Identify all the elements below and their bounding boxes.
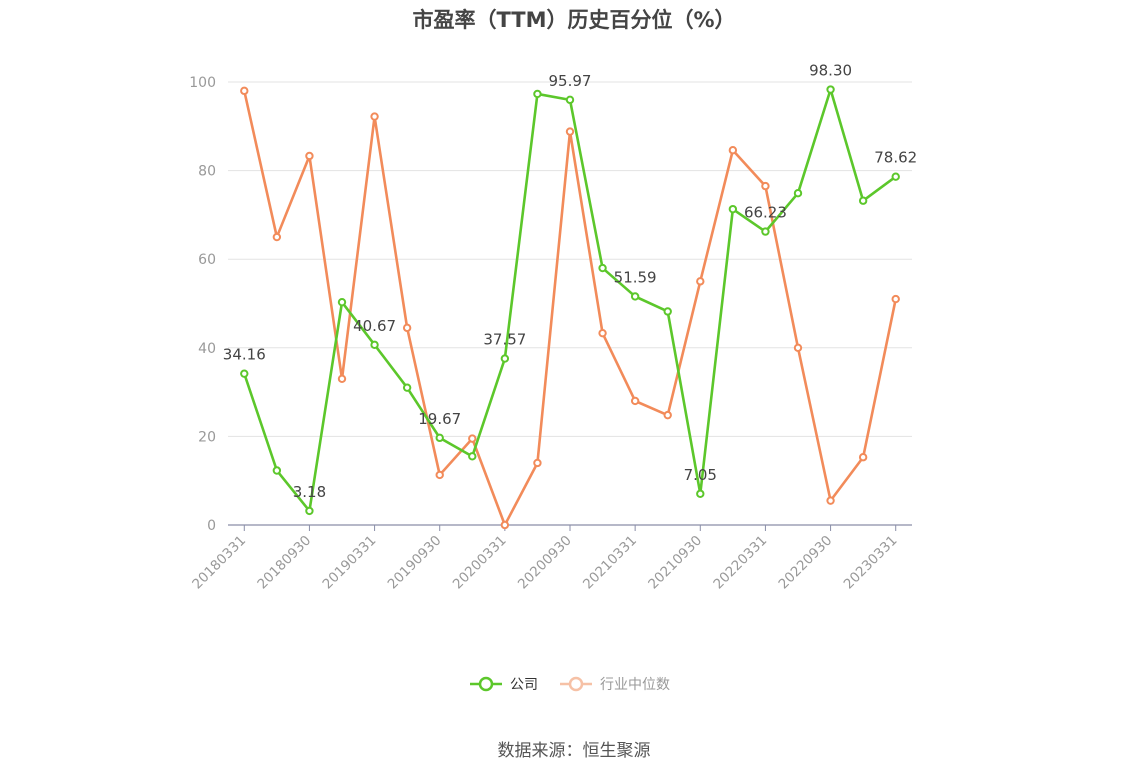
data-point-company: [728, 204, 738, 214]
x-tick-label: 20190331: [319, 533, 379, 593]
data-point-industry: [370, 112, 379, 121]
data-label: 78.62: [874, 149, 917, 167]
data-point-company: [402, 383, 412, 392]
y-tick-label: 0: [207, 518, 216, 534]
data-point-industry: [598, 328, 607, 338]
data-point-industry: [240, 86, 249, 96]
chart-legend: 公司 行业中位数: [470, 674, 692, 694]
legend-item-industry[interactable]: 行业中位数: [560, 674, 670, 694]
data-point-industry: [826, 496, 835, 505]
data-point-industry: [663, 410, 672, 420]
data-point-company: [305, 506, 314, 516]
x-tick-label: 20180930: [254, 533, 314, 593]
data-point-company: [240, 369, 249, 378]
y-tick-label: 60: [198, 252, 216, 268]
legend-item-company[interactable]: 公司: [470, 674, 538, 694]
x-tick-label: 20220930: [775, 533, 835, 593]
data-point-company: [696, 489, 705, 498]
data-point-company: [370, 340, 379, 350]
x-tick-label: 20180331: [189, 533, 249, 593]
data-point-company: [565, 95, 575, 105]
data-point-company: [500, 354, 510, 363]
data-point-company: [858, 196, 868, 205]
x-tick-label: 20220331: [710, 533, 770, 593]
data-point-industry: [630, 396, 640, 406]
data-point-industry: [500, 520, 510, 530]
y-tick-label: 80: [198, 164, 216, 180]
data-point-company: [663, 307, 672, 316]
data-point-company: [793, 188, 803, 198]
x-tick-label: 20210331: [580, 533, 640, 593]
data-point-company: [891, 172, 900, 181]
data-point-company: [761, 227, 770, 236]
data-label: 7.05: [684, 466, 717, 484]
data-point-company: [337, 297, 347, 307]
legend-label-company: 公司: [510, 677, 538, 693]
data-point-industry: [305, 151, 314, 161]
y-tick-label: 20: [198, 429, 216, 445]
data-point-industry: [891, 294, 900, 304]
data-label: 95.97: [549, 72, 592, 90]
x-tick-label: 20200331: [450, 533, 510, 593]
data-label: 3.18: [293, 483, 326, 501]
data-label: 51.59: [614, 268, 657, 286]
line-chart: 0 20 40 60 80 100 20180331 20180930 20190331 2019…: [189, 62, 917, 593]
data-label: 19.67: [418, 410, 461, 428]
data-point-company: [435, 433, 444, 443]
data-label: 98.30: [809, 62, 852, 80]
y-tick-label: 100: [189, 75, 216, 91]
line-marker-icon: [560, 676, 592, 692]
x-tick-label: 20200930: [515, 533, 575, 593]
x-tick-label: 20210930: [645, 533, 705, 593]
legend-label-industry: 行业中位数: [600, 677, 670, 693]
x-tick-label: 20230331: [841, 533, 901, 593]
data-point-industry: [761, 181, 770, 191]
data-label: 37.57: [483, 331, 526, 349]
data-point-industry: [858, 453, 868, 462]
data-label: 40.67: [353, 317, 396, 335]
data-label: 34.16: [223, 346, 266, 364]
data-point-industry: [533, 458, 542, 468]
data-label: 66.23: [744, 204, 787, 222]
data-point-industry: [402, 323, 412, 333]
data-point-industry: [565, 127, 575, 136]
y-tick-label: 40: [198, 341, 216, 357]
data-point-company: [468, 452, 477, 461]
data-point-company: [826, 85, 835, 94]
data-source: 数据来源：恒生聚源: [497, 741, 651, 761]
data-point-industry: [728, 146, 738, 155]
x-tick-label: 20190930: [385, 533, 445, 593]
data-point-company: [630, 292, 640, 301]
data-point-industry: [272, 232, 282, 242]
data-point-company: [598, 263, 607, 273]
data-point-industry: [793, 343, 803, 352]
data-point-industry: [468, 434, 477, 443]
data-point-company: [272, 466, 282, 475]
data-point-industry: [435, 470, 444, 480]
chart-title: 市盈率（TTM）历史百分位（%）: [412, 8, 736, 32]
data-point-industry: [337, 374, 347, 384]
line-marker-icon: [470, 676, 502, 692]
data-point-industry: [696, 277, 705, 286]
data-point-company: [533, 89, 542, 99]
